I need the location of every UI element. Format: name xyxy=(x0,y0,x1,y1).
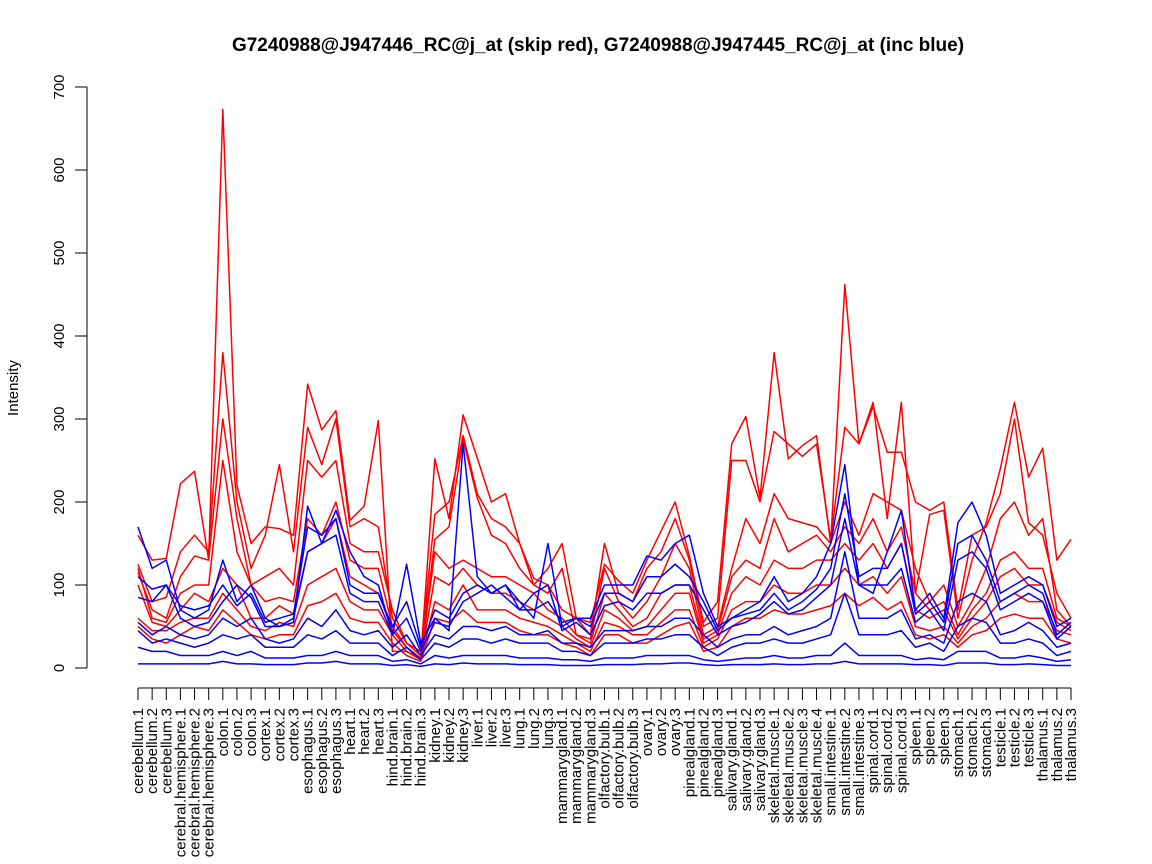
x-tick-label: testicle.2 xyxy=(1006,708,1023,767)
x-tick-label: hind.brain.3 xyxy=(413,708,430,786)
x-tick-label: stomach.1 xyxy=(950,708,967,777)
y-tick-label: 600 xyxy=(51,157,68,182)
x-tick-label: mammarygland.1 xyxy=(554,708,571,824)
series-line-skip-1 xyxy=(137,108,1072,659)
x-tick-label: mammarygland.3 xyxy=(582,708,599,824)
x-tick-label: spleen.2 xyxy=(922,708,939,765)
chart-title: G7240988@J947446_RC@j_at (skip red), G72… xyxy=(232,35,964,56)
y-tick-label: 0 xyxy=(51,664,68,672)
x-tick-label: kidney.3 xyxy=(455,708,472,763)
x-tick-label: thalamus.3 xyxy=(1063,708,1080,781)
x-tick-label: spinal.cord.1 xyxy=(865,708,882,793)
series-line-inc-11 xyxy=(137,551,1072,657)
x-tick-label: ovary.3 xyxy=(667,708,684,756)
x-tick-label: spinal.cord.2 xyxy=(879,708,896,793)
y-tick-label: 200 xyxy=(51,489,68,514)
x-tick-label: kidney.2 xyxy=(441,708,458,763)
series-line-inc-13 xyxy=(137,642,1072,665)
series-line-inc-12 xyxy=(137,592,1072,661)
x-tick-label: skeletal.muscle.3 xyxy=(794,708,811,823)
x-tick-label: colon.2 xyxy=(229,708,246,756)
x-tick-label: pinealgland.2 xyxy=(695,708,712,797)
x-tick-label: liver.2 xyxy=(483,708,500,747)
x-tick-label: kidney.1 xyxy=(427,708,444,763)
x-tick-label: colon.3 xyxy=(243,708,260,756)
x-tick-label: salivary.gland.3 xyxy=(752,708,769,811)
x-tick-label: hind.brain.2 xyxy=(399,708,416,786)
y-tick-label: 300 xyxy=(51,406,68,431)
x-tick-label: esophagus.3 xyxy=(328,708,345,794)
x-tick-label: olfactory.bulb.2 xyxy=(611,708,628,809)
x-tick-label: colon.1 xyxy=(215,708,232,756)
y-axis-label: Intensity xyxy=(5,360,22,416)
x-tick-label: testicle.1 xyxy=(992,708,1009,767)
x-tick-label: lung.2 xyxy=(526,708,543,749)
x-tick-label: heart.3 xyxy=(370,708,387,755)
x-tick-label: esophagus.2 xyxy=(314,708,331,794)
x-tick-label: cerebellum.1 xyxy=(130,708,147,794)
x-tick-label: lung.1 xyxy=(512,708,529,749)
x-tick-label: pinealgland.3 xyxy=(710,708,727,797)
x-tick-label: olfactory.bulb.3 xyxy=(625,708,642,809)
series-line-skip-2 xyxy=(137,351,1072,653)
x-tick-label: cerebellum.2 xyxy=(144,708,161,794)
x-tick-label: cerebral.hemisphere.1 xyxy=(172,708,189,857)
x-tick-label: skeletal.muscle.4 xyxy=(809,708,826,823)
y-tick-label: 100 xyxy=(51,572,68,597)
series-line-inc-14 xyxy=(138,660,1071,668)
series-line-skip-3 xyxy=(137,418,1072,657)
x-tick-label: heart.1 xyxy=(342,708,359,755)
x-tick-label: small.intestine.2 xyxy=(837,708,854,816)
series-line-skip-6 xyxy=(137,567,1072,661)
x-tick-label: thalamus.1 xyxy=(1035,708,1052,781)
x-tick-label: spleen.1 xyxy=(908,708,925,765)
x-tick-label: small.intestine.3 xyxy=(851,708,868,816)
x-tick-label: hind.brain.1 xyxy=(384,708,401,786)
x-tick-label: spinal.cord.3 xyxy=(893,708,910,793)
y-tick-label: 400 xyxy=(51,323,68,348)
series-line-inc-8 xyxy=(137,443,1072,644)
x-axis: cerebellum.1cerebellum.2cerebellum.3cere… xyxy=(130,687,1080,857)
x-tick-label: thalamus.2 xyxy=(1049,708,1066,781)
x-tick-label: testicle.3 xyxy=(1021,708,1038,767)
x-tick-label: stomach.3 xyxy=(978,708,995,777)
x-tick-label: cerebellum.3 xyxy=(158,708,175,794)
series-line-inc-9 xyxy=(137,492,1072,648)
series-line-inc-10 xyxy=(137,517,1072,653)
series-line-skip-7 xyxy=(137,592,1072,663)
x-tick-label: olfactory.bulb.1 xyxy=(597,708,614,809)
x-tick-label: cortex.2 xyxy=(271,708,288,761)
x-tick-label: salivary.gland.2 xyxy=(738,708,755,811)
x-tick-label: cerebral.hemisphere.2 xyxy=(187,708,204,857)
x-tick-label: small.intestine.1 xyxy=(823,708,840,816)
y-axis: 0 100 200 300 400 500 600 700 xyxy=(51,74,88,672)
x-tick-label: liver.3 xyxy=(498,708,515,747)
y-tick-label: 500 xyxy=(51,240,68,265)
x-tick-label: ovary.1 xyxy=(639,708,656,756)
x-tick-label: spleen.3 xyxy=(936,708,953,765)
x-tick-label: skeletal.muscle.1 xyxy=(766,708,783,823)
x-tick-label: pinealgland.1 xyxy=(681,708,698,797)
x-tick-label: stomach.2 xyxy=(964,708,981,777)
x-tick-label: lung.3 xyxy=(540,708,557,749)
x-tick-label: mammarygland.2 xyxy=(568,708,585,824)
x-tick-label: cerebral.hemisphere.3 xyxy=(201,708,218,857)
x-tick-label: skeletal.muscle.2 xyxy=(780,708,797,823)
x-tick-label: cortex.3 xyxy=(286,708,303,761)
x-tick-label: liver.1 xyxy=(469,708,486,747)
y-tick-label: 700 xyxy=(51,74,68,99)
x-tick-label: esophagus.1 xyxy=(300,708,317,794)
series-layer xyxy=(137,108,1072,668)
x-tick-label: cortex.1 xyxy=(257,708,274,761)
series-line-skip-4 xyxy=(137,459,1072,659)
x-tick-label: salivary.gland.1 xyxy=(724,708,741,811)
x-tick-label: heart.2 xyxy=(356,708,373,755)
x-tick-label: ovary.2 xyxy=(653,708,670,756)
